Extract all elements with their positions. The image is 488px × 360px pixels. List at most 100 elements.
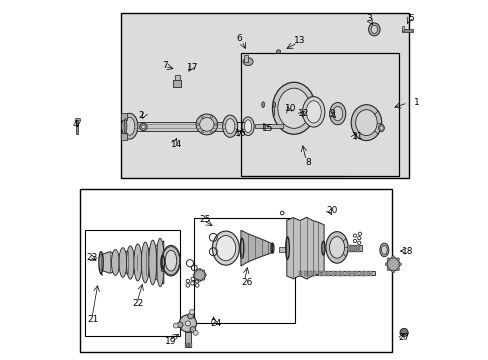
Bar (349, 271, 353, 276)
Text: 19: 19 (164, 337, 176, 346)
Bar (354, 271, 357, 276)
Ellipse shape (165, 250, 176, 271)
Ellipse shape (391, 270, 394, 273)
Bar (254, 124, 283, 129)
Ellipse shape (325, 231, 347, 263)
Ellipse shape (194, 278, 196, 280)
Ellipse shape (261, 102, 264, 108)
Bar (121, 13, 408, 178)
Text: 17: 17 (187, 63, 198, 72)
Ellipse shape (396, 258, 399, 261)
Text: 2: 2 (139, 111, 144, 120)
Text: 4: 4 (72, 120, 78, 129)
Polygon shape (241, 230, 272, 266)
Ellipse shape (142, 125, 145, 129)
Ellipse shape (277, 88, 309, 129)
Bar (241, 53, 398, 176)
Ellipse shape (173, 323, 178, 328)
Ellipse shape (202, 278, 204, 280)
Bar (336, 271, 339, 276)
Text: 23: 23 (86, 253, 97, 262)
Bar (74, 118, 80, 121)
Bar (357, 244, 358, 252)
Bar (331, 271, 334, 276)
Bar (322, 271, 325, 276)
Ellipse shape (329, 237, 344, 258)
Bar (368, 271, 371, 276)
Bar (244, 55, 247, 62)
Bar (355, 244, 356, 252)
Ellipse shape (134, 244, 142, 281)
Ellipse shape (305, 101, 321, 123)
Ellipse shape (140, 123, 147, 131)
Text: 11: 11 (351, 132, 363, 141)
Bar (121, 113, 127, 120)
Ellipse shape (214, 123, 217, 126)
Ellipse shape (386, 257, 399, 271)
Bar (278, 247, 298, 252)
Ellipse shape (111, 249, 119, 275)
Ellipse shape (378, 125, 384, 132)
Ellipse shape (124, 119, 126, 134)
Ellipse shape (199, 118, 214, 131)
Ellipse shape (242, 117, 254, 135)
Polygon shape (286, 217, 324, 279)
Bar (80, 189, 391, 352)
Ellipse shape (222, 115, 237, 137)
Text: 3: 3 (366, 14, 371, 23)
Ellipse shape (198, 280, 201, 282)
Ellipse shape (187, 313, 193, 319)
Text: 8: 8 (305, 158, 310, 167)
Text: 27: 27 (398, 333, 409, 342)
Ellipse shape (332, 107, 342, 121)
Ellipse shape (141, 242, 149, 283)
Ellipse shape (192, 274, 195, 276)
Text: 15: 15 (261, 123, 273, 132)
Text: 14: 14 (171, 140, 182, 149)
Ellipse shape (350, 105, 381, 140)
Text: 13: 13 (293, 36, 305, 45)
Ellipse shape (391, 256, 394, 258)
Ellipse shape (201, 116, 203, 118)
Ellipse shape (124, 117, 135, 135)
Bar (401, 26, 403, 31)
Bar (402, 29, 412, 32)
Bar (184, 343, 185, 347)
Text: 22: 22 (132, 299, 143, 308)
Ellipse shape (194, 269, 205, 281)
Bar (308, 271, 311, 276)
Ellipse shape (379, 126, 382, 130)
Bar (189, 343, 190, 347)
Ellipse shape (368, 23, 379, 36)
Ellipse shape (198, 268, 201, 270)
Text: 16: 16 (234, 129, 245, 138)
Text: 12: 12 (297, 109, 308, 118)
Bar (131, 122, 237, 131)
Ellipse shape (216, 235, 235, 261)
Ellipse shape (196, 114, 217, 135)
Ellipse shape (162, 246, 180, 276)
Bar (349, 244, 351, 252)
Ellipse shape (185, 321, 190, 326)
Bar (298, 271, 375, 275)
Bar (348, 244, 349, 252)
Bar (85, 230, 180, 336)
Bar (173, 80, 181, 87)
Bar (364, 271, 367, 276)
Bar (353, 244, 354, 252)
Text: 18: 18 (402, 247, 413, 256)
Ellipse shape (148, 240, 156, 285)
Bar (317, 271, 320, 276)
Text: 25: 25 (199, 215, 211, 224)
Ellipse shape (384, 263, 387, 266)
Bar (190, 343, 191, 347)
Ellipse shape (398, 263, 401, 266)
Bar (359, 271, 362, 276)
Text: 9: 9 (328, 109, 334, 118)
Ellipse shape (190, 327, 195, 332)
Bar (359, 244, 360, 252)
Ellipse shape (212, 231, 239, 265)
Ellipse shape (401, 330, 406, 335)
Text: 7: 7 (162, 61, 167, 70)
Bar (303, 271, 306, 276)
